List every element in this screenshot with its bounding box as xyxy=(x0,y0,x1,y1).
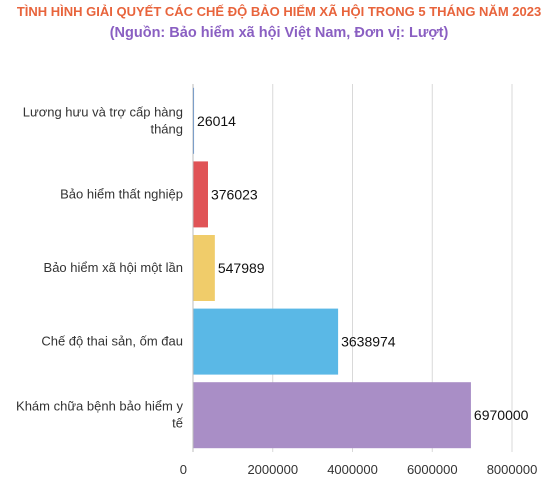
x-tick-label: 2000000 xyxy=(247,462,298,477)
bar xyxy=(193,235,215,301)
value-label: 376023 xyxy=(211,186,258,202)
bar xyxy=(193,87,195,154)
x-tick-label: 6000000 xyxy=(407,462,458,477)
bar xyxy=(193,382,471,449)
x-tick-label: 4000000 xyxy=(327,462,378,477)
bar xyxy=(193,161,208,228)
chart-title: TÌNH HÌNH GIẢI QUYẾT CÁC CHẾ ĐỘ BẢO HIỂM… xyxy=(16,4,542,19)
category-label: Bảo hiểm xã hội một lần xyxy=(44,260,183,275)
category-label: Bảo hiểm thất nghiệp xyxy=(60,186,183,201)
category-label: tế xyxy=(172,416,184,431)
value-label: 547989 xyxy=(218,260,265,276)
chart-subtitle: (Nguồn: Bảo hiểm xã hội Việt Nam, Đơn vị… xyxy=(109,25,449,41)
category-label: Khám chữa bệnh bảo hiểm y xyxy=(16,399,183,414)
category-label: Chế độ thai sản, ốm đau xyxy=(41,334,183,349)
value-label: 3638974 xyxy=(341,334,396,350)
value-label: 6970000 xyxy=(474,407,529,423)
bar xyxy=(193,308,339,375)
x-tick-label: 0 xyxy=(180,462,187,477)
x-tick-label: 8000000 xyxy=(487,462,538,477)
category-label: tháng xyxy=(150,121,183,136)
category-label: Lương hưu và trợ cấp hàng xyxy=(23,104,183,119)
value-label: 26014 xyxy=(197,113,236,129)
